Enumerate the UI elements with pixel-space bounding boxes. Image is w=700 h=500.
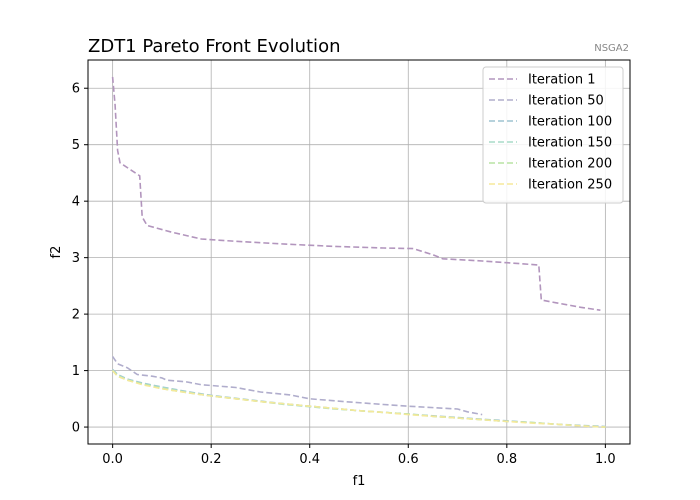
x-axis-label: f1 <box>353 474 366 489</box>
y-tick-label: 2 <box>72 308 80 323</box>
y-axis: 0 1 2 3 4 5 6 <box>72 82 88 436</box>
plot-frame <box>87 59 631 445</box>
chart-subtitle: NSGA2 <box>594 43 629 54</box>
x-tick-label: 0.2 <box>201 452 222 467</box>
legend-label: Iteration 50 <box>528 94 604 109</box>
legend-label: Iteration 250 <box>528 178 612 193</box>
x-tick-label: 0.4 <box>299 452 320 467</box>
y-tick-label: 0 <box>72 421 80 436</box>
y-tick-label: 4 <box>72 195 80 210</box>
series-layer <box>111 76 606 428</box>
series-line-2 <box>111 356 483 416</box>
x-axis: 0.0 0.2 0.4 0.6 0.8 1.0 <box>102 444 616 467</box>
y-tick-label: 3 <box>72 251 80 266</box>
x-tick-label: 1.0 <box>595 452 616 467</box>
y-tick-label: 6 <box>72 82 80 97</box>
legend-label: Iteration 150 <box>528 136 612 151</box>
legend-label: Iteration 1 <box>528 73 596 88</box>
y-tick-label: 1 <box>72 364 80 379</box>
chart-title: ZDT1 Pareto Front Evolution <box>88 36 340 57</box>
series-line-1 <box>111 76 601 311</box>
legend-label: Iteration 200 <box>528 157 612 172</box>
x-tick-label: 0.0 <box>102 452 123 467</box>
y-tick-label: 5 <box>72 138 80 153</box>
x-tick-label: 0.6 <box>398 452 419 467</box>
legend-box <box>482 66 624 204</box>
legend: Iteration 1 Iteration 50 Iteration 100 Iter… <box>482 66 624 204</box>
y-axis-label: f2 <box>49 246 64 259</box>
series-line-6 <box>112 370 606 428</box>
x-tick-label: 0.8 <box>496 452 517 467</box>
legend-label: Iteration 100 <box>528 115 612 130</box>
